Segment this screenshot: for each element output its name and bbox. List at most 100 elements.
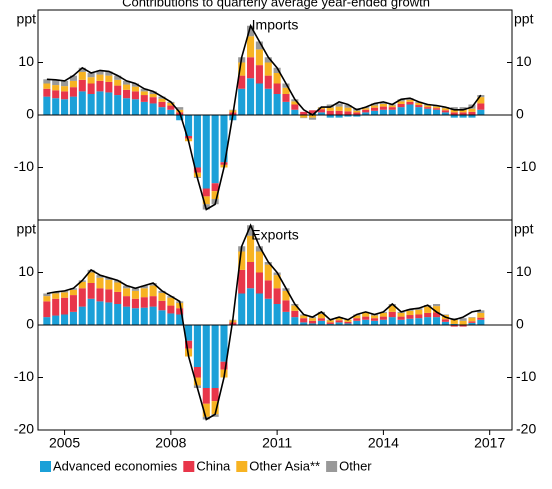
bar-segment: [140, 285, 148, 289]
bar-segment: [105, 289, 113, 303]
bar-segment: [291, 104, 299, 110]
bar-segment: [43, 83, 51, 89]
bar-segment: [450, 325, 458, 327]
bar-segment: [344, 115, 352, 117]
bar-segment: [211, 414, 219, 417]
bar-segment: [123, 89, 131, 99]
bar-segment: [52, 79, 60, 86]
bar-segment: [291, 310, 299, 318]
bar-segment: [78, 288, 86, 307]
bar-segment: [264, 262, 272, 265]
bar-segment: [140, 88, 148, 92]
bar-segment: [415, 314, 423, 319]
bar-segment: [211, 115, 219, 184]
bar-segment: [344, 111, 352, 115]
bar-segment: [273, 83, 281, 94]
bar-segment: [388, 107, 396, 110]
panel-title: Imports: [252, 17, 299, 33]
bar-segment: [459, 107, 467, 110]
bar-segment: [362, 109, 370, 113]
total-line: [46, 223, 481, 421]
bar-segment: [114, 304, 122, 325]
bar-segment: [158, 310, 166, 325]
bar-segment: [238, 62, 246, 76]
bar-segment: [309, 115, 317, 118]
bar-segment: [247, 225, 255, 236]
bar-segment: [167, 102, 175, 106]
bar-segment: [468, 115, 476, 118]
bar-segment: [96, 70, 104, 75]
bar-segment: [114, 75, 122, 80]
bar-segment: [52, 293, 60, 299]
bar-segment: [43, 317, 51, 325]
bar-segment: [140, 288, 148, 298]
bar-segment: [415, 309, 423, 315]
bar-segment: [335, 317, 343, 321]
bar-segment: [468, 317, 476, 318]
y-axis-unit: ppt: [514, 221, 534, 237]
bar-segment: [477, 319, 485, 325]
bar-segment: [131, 288, 139, 291]
bar-segment: [255, 41, 263, 50]
bar-segment: [335, 110, 343, 115]
bar-segment: [255, 293, 263, 325]
bar-segment: [273, 67, 281, 73]
bar-segment: [282, 290, 290, 301]
bar-segment: [193, 115, 201, 168]
bar-segment: [362, 108, 370, 110]
y-tick-label: -10: [14, 158, 34, 174]
bar-segment: [450, 112, 458, 115]
bar-segment: [255, 49, 263, 66]
bar-segment: [326, 323, 334, 325]
bar-segment: [211, 401, 219, 415]
bar-segment: [140, 307, 148, 325]
bar-segment: [149, 296, 157, 307]
bar-segment: [140, 95, 148, 102]
chart-title: Contributions to quarterly average year-…: [122, 0, 430, 9]
bar-segment: [149, 306, 157, 325]
bar-segment: [69, 80, 77, 88]
bar-segment: [300, 318, 308, 323]
bar-segment: [326, 115, 334, 118]
bar-segment: [326, 322, 334, 324]
bar-segment: [123, 288, 131, 297]
bar-segment: [282, 94, 290, 102]
bar-segment: [433, 304, 441, 307]
bar-segment: [87, 298, 95, 325]
bar-segment: [123, 296, 131, 307]
bar-segment: [255, 251, 263, 273]
bar-segment: [326, 110, 334, 115]
bar-segment: [353, 110, 361, 113]
bar-segment: [362, 316, 370, 320]
y-tick-label: 10: [18, 263, 34, 279]
legend-swatch: [183, 461, 195, 472]
bar-segment: [87, 283, 95, 299]
bar-segment: [424, 312, 432, 318]
bar-segment: [52, 90, 60, 99]
bar-segment: [131, 91, 139, 100]
bar-segment: [78, 306, 86, 325]
bar-segment: [158, 107, 166, 115]
bar-segment: [264, 298, 272, 325]
bar-segment: [371, 315, 379, 319]
bar-segment: [247, 262, 255, 289]
bar-segment: [52, 298, 60, 316]
bar-segment: [424, 108, 432, 115]
bar-segment: [424, 107, 432, 109]
bar-segment: [211, 191, 219, 199]
bar-segment: [273, 288, 281, 304]
bar-segment: [397, 312, 405, 317]
bar-segment: [149, 97, 157, 104]
y-tick-label: 10: [18, 53, 34, 69]
bar-segment: [149, 91, 157, 94]
legend-label: Other: [339, 458, 372, 473]
bar-segment: [397, 99, 405, 102]
bar-segment: [176, 109, 184, 113]
bar-segment: [193, 325, 201, 367]
bar-segment: [433, 317, 441, 325]
bar-segment: [96, 277, 104, 289]
bar-segment: [158, 292, 166, 301]
bar-segment: [371, 107, 379, 111]
bar-segment: [43, 301, 51, 318]
bar-segment: [317, 112, 325, 115]
